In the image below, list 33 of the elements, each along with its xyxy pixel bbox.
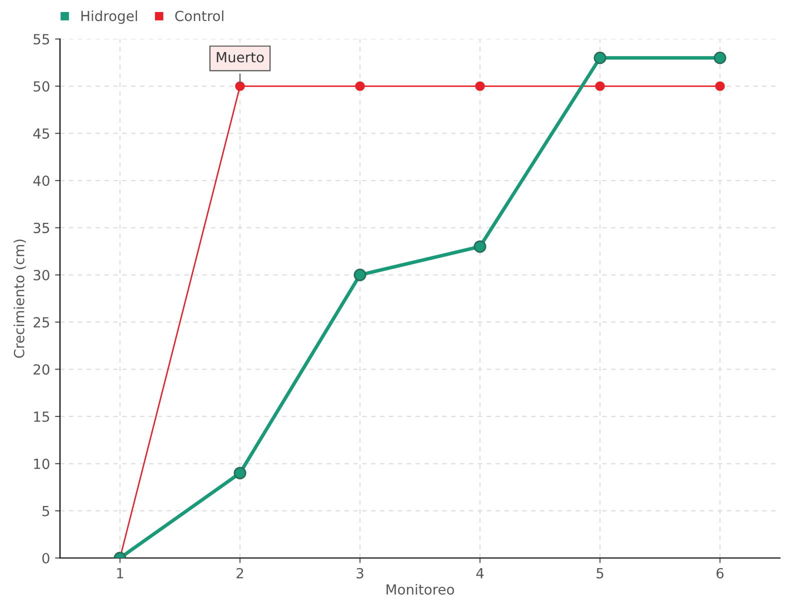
- x-axis-title: Monitoreo: [386, 584, 454, 595]
- x-tick-label: 4: [476, 568, 484, 578]
- x-tick-label: 2: [236, 568, 244, 578]
- point: [474, 240, 486, 253]
- legend-label: Control: [175, 10, 224, 22]
- y-tick-label: 55: [34, 34, 50, 44]
- y-tick-label: 15: [34, 412, 50, 422]
- y-tick-label: 45: [33, 128, 50, 139]
- y-tick-label: 20: [34, 364, 50, 375]
- annotation: Muerto: [216, 52, 264, 62]
- x-tick-label: 5: [596, 568, 604, 578]
- y-tick-label: 5: [42, 506, 50, 516]
- x-tick-label: 6: [716, 568, 724, 578]
- y-tick-label: 25: [34, 317, 50, 328]
- point: [355, 81, 365, 92]
- point: [594, 52, 606, 64]
- y-tick-label: 0: [42, 552, 50, 564]
- y-tick-label: 10: [34, 458, 50, 470]
- y-tick-label: 35: [34, 222, 50, 234]
- point: [235, 81, 245, 92]
- x-tick-label: 1: [117, 568, 124, 578]
- point: [595, 81, 605, 92]
- point: [714, 52, 726, 64]
- point: [715, 81, 725, 92]
- legend-label: Hidrogel: [81, 10, 137, 24]
- point: [354, 268, 366, 282]
- point: [234, 466, 246, 480]
- y-axis-title: Crecimiento (cm): [14, 240, 26, 358]
- y-tick-label: 40: [33, 176, 50, 186]
- y-tick-label: 30: [34, 270, 50, 280]
- y-tick-label: 50: [34, 81, 50, 92]
- point: [475, 81, 485, 92]
- x-tick-label: 3: [356, 568, 364, 578]
